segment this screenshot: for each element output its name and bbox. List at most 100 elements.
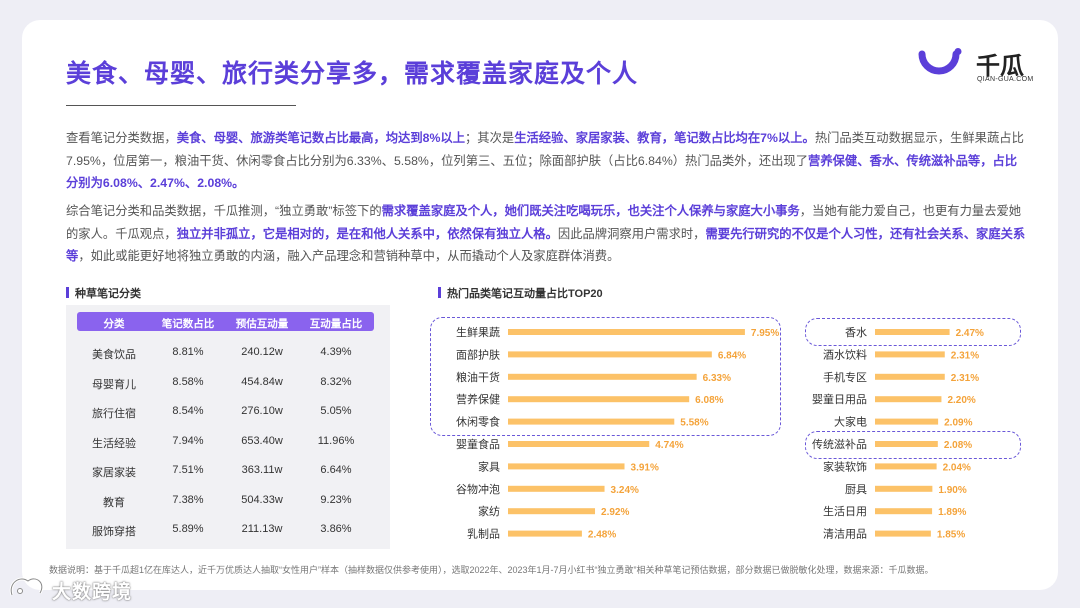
highlighted-text: 营养保健、香水、传统滋补品等，占比分别为6.08%、2.47%、2.08%。: [66, 153, 1018, 191]
page-title: 美食、母婴、旅行类分享多，需求覆盖家庭及个人: [66, 60, 639, 88]
table-cell: 211.13w: [241, 523, 283, 535]
bar-value-label: 6.84%: [718, 350, 746, 361]
data-footnote: 数据说明：基于千瓜超1亿在库达人，近千万优质达人抽取“女性用户”样本（抽样数据仅…: [49, 565, 934, 575]
table-cell: 276.10w: [241, 405, 283, 417]
bar-category-label: 乳制品: [467, 528, 500, 541]
table-cell: 454.84w: [241, 375, 283, 388]
table-cell: 4.39%: [320, 346, 352, 358]
bar-value-label: 5.58%: [680, 418, 708, 429]
bar: [875, 485, 933, 492]
highlighted-text: 美食、母婴、旅游类笔记数占比最高，均达到8%以上: [176, 131, 465, 145]
table-cell: 8.58%: [172, 375, 204, 388]
bar-category-label: 婴童日用品: [812, 392, 867, 406]
bar-category-label: 生活日用: [823, 504, 867, 518]
analysis-paragraph-2: 综合笔记分类和品类数据，千瓜推测，“独立勇敢”标签下的需求覆盖家庭及个人，她们既…: [66, 200, 1026, 268]
body-text: ，当她有能力爱自己，也更有力量去爱她的家人。千瓜观点，: [66, 204, 1022, 241]
bar: [508, 373, 697, 380]
table-row-category: 生活经验: [92, 437, 136, 450]
watermark-icon: [9, 577, 44, 596]
bar-value-label: 4.74%: [655, 440, 683, 451]
bar-value-label: 2.31%: [951, 373, 979, 384]
bar-value-label: 2.04%: [943, 462, 971, 473]
table-section-title: 种草笔记分类: [66, 285, 141, 301]
table-cell: 6.64%: [320, 464, 352, 476]
bar-category-label: 家纺: [478, 504, 500, 518]
bar-value-label: 7.95%: [751, 328, 779, 339]
analysis-paragraph-1: 查看笔记分类数据，美食、母婴、旅游类笔记数占比最高，均达到8%以上；其次是生活经…: [66, 127, 1026, 195]
table-row-category: 美食饮品: [92, 349, 136, 361]
highlight-box-tonic: [805, 431, 1021, 459]
qiangua-logo-icon: [918, 48, 962, 75]
bar-category-label: 香水: [845, 326, 867, 339]
table-header-cell: 预估互动量: [235, 318, 289, 330]
bar: [875, 418, 939, 425]
bar-category-label: 粮油干货: [456, 370, 500, 384]
bar-value-label: 2.47%: [956, 328, 984, 339]
bar-category-label: 清洁用品: [823, 528, 867, 541]
bar-category-label: 家具: [478, 459, 500, 473]
bar: [875, 329, 950, 335]
highlight-box-perfume: [805, 318, 1021, 346]
bar-category-label: 手机专区: [823, 370, 867, 384]
table-cell: 653.40w: [241, 434, 283, 447]
bar-category-label: 家装软饰: [823, 459, 867, 473]
bar: [508, 463, 625, 470]
table-cell: 9.23%: [320, 493, 352, 506]
highlighted-text: 需要先行研究的不仅是个人习性，还有社会关系、家庭关系等: [66, 226, 1026, 264]
bar-category-label: 谷物冲泡: [456, 482, 500, 496]
table-header-row: [77, 312, 374, 331]
bar-value-label: 3.24%: [611, 485, 639, 496]
title-underline: [66, 105, 296, 106]
bar-value-label: 1.90%: [938, 485, 966, 496]
table-row-category: 教育: [103, 496, 125, 509]
bar-value-label: 2.08%: [944, 440, 972, 451]
table-cell: 8.81%: [172, 346, 204, 358]
bar-value-label: 1.89%: [938, 507, 966, 518]
table-cell: 5.05%: [320, 405, 352, 417]
highlighted-text: 生活经验、家居家装、教育，笔记数占比均在7%以上。: [514, 131, 815, 145]
table-cell: 8.32%: [320, 375, 352, 388]
bar-value-label: 6.08%: [695, 395, 723, 406]
category-table: [66, 305, 390, 549]
bar-category-label: 生鲜果蔬: [456, 325, 500, 339]
highlight-box-left: [430, 317, 781, 436]
body-text: ，如此或能更好地将独立勇敢的内涵，融入产品理念和营销种草中，从而撬动个人及家庭群…: [78, 249, 620, 263]
bar-category-label: 厨具: [845, 483, 867, 496]
table-cell: 8.54%: [172, 405, 204, 417]
table-cell: 5.89%: [172, 523, 204, 535]
bar: [508, 396, 690, 403]
logo-url: QIAN-GUA.COM: [977, 76, 1034, 83]
table-row-category: 服饰穿搭: [92, 526, 136, 538]
table-cell: 363.11w: [241, 464, 283, 476]
table-cell: 11.96%: [317, 434, 355, 447]
bar: [875, 508, 933, 515]
logo-name: 千瓜: [976, 53, 1024, 80]
bar: [875, 373, 945, 380]
bar-value-label: 1.85%: [937, 530, 965, 541]
table-cell: 7.38%: [172, 493, 204, 506]
table-cell: 3.86%: [320, 523, 352, 535]
table-cell: 7.51%: [172, 464, 204, 476]
table-cell: 7.94%: [172, 434, 204, 447]
bar: [508, 351, 712, 358]
body-text: 查看笔记分类数据，: [66, 131, 177, 145]
table-header-cell: 分类: [103, 318, 125, 330]
highlighted-text: 独立并非孤立，它是相对的，是在和他人关系中，依然保有独立人格。: [176, 226, 558, 241]
bar: [875, 530, 931, 537]
table-row-category: 家居家装: [92, 467, 136, 479]
table-header-cell: 互动量占比: [309, 318, 363, 330]
bar-value-label: 2.09%: [944, 418, 972, 429]
highlighted-text: 需求覆盖家庭及个人，她们既关注吃喝玩乐，也关注个人保养与家庭大小事务: [381, 204, 800, 218]
bar-category-label: 休闲零食: [456, 415, 500, 429]
bar: [875, 441, 938, 447]
chart-section-title: 热门品类笔记互动量占比TOP20: [438, 285, 603, 301]
body-text: 热门品类互动数据显示，生鲜果蔬占比7.95%，位居第一，粮油干货、休闲零食占比分…: [66, 131, 1024, 168]
bar-value-label: 2.92%: [601, 507, 629, 518]
table-cell: 504.33w: [241, 493, 283, 506]
bar: [875, 463, 937, 470]
bar-value-label: 6.33%: [703, 373, 731, 384]
bar-category-label: 酒水饮料: [823, 347, 867, 361]
watermark-text: 大数跨境: [52, 582, 133, 603]
body-text: 因此品牌洞察用户需求时，: [557, 226, 706, 241]
